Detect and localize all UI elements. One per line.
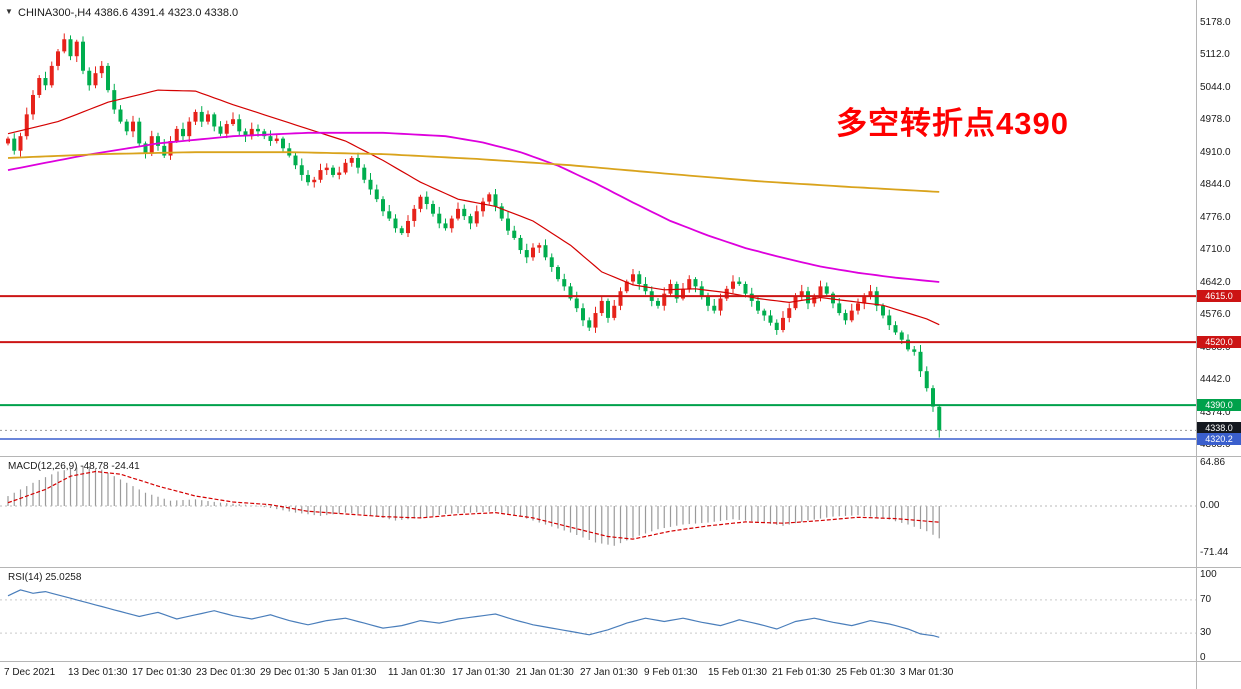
price-axis-tick: 4374.0 <box>1200 406 1231 418</box>
price-axis-tick: 4978.0 <box>1200 114 1231 126</box>
rsi-axis-tick: 70 <box>1200 593 1212 605</box>
time-axis-tick: 23 Dec 01:30 <box>196 667 256 678</box>
hline-price-tag: 4615.0 <box>1197 290 1241 303</box>
last-price-tag: 4338.0 <box>1197 422 1241 435</box>
price-axis-tick: 4442.0 <box>1200 373 1231 385</box>
chart-title: CHINA300-,H4 4386.6 4391.4 4323.0 4338.0 <box>18 7 238 19</box>
price-axis-line <box>1196 0 1197 689</box>
macd-axis-tick: 0.00 <box>1200 500 1220 511</box>
time-axis-tick: 21 Feb 01:30 <box>772 667 831 678</box>
macd-histogram <box>0 466 1196 546</box>
macd-indicator-label: MACD(12,26,9) -48.78 -24.41 <box>8 461 140 472</box>
rsi-indicator-label: RSI(14) 25.0258 <box>8 572 82 583</box>
price-axis-tick: 4910.0 <box>1200 147 1231 159</box>
price-axis-tick: 4710.0 <box>1200 244 1231 256</box>
time-axis-tick: 27 Jan 01:30 <box>580 667 638 678</box>
time-axis-tick: 13 Dec 01:30 <box>68 667 128 678</box>
time-axis-tick: 17 Dec 01:30 <box>132 667 192 678</box>
macd-axis-tick: 64.86 <box>1200 456 1226 468</box>
price-axis-tick: 4844.0 <box>1200 179 1231 191</box>
hline-price-tag: 4320.2 <box>1197 432 1241 445</box>
time-axis-tick: 15 Feb 01:30 <box>708 667 767 678</box>
time-axis-tick: 29 Dec 01:30 <box>260 667 320 678</box>
time-axis-tick: 17 Jan 01:30 <box>452 667 510 678</box>
time-axis-tick: 25 Feb 01:30 <box>836 667 895 678</box>
price-axis-tick: 4776.0 <box>1200 212 1231 224</box>
macd-panel-divider[interactable] <box>0 456 1241 457</box>
time-axis-divider <box>0 661 1241 662</box>
time-axis-tick: 3 Mar 01:30 <box>900 667 954 678</box>
price-axis-tick: 5178.0 <box>1200 17 1231 29</box>
chart-symbol-period: CHINA300-,H4 <box>18 7 92 19</box>
time-axis-tick: 5 Jan 01:30 <box>324 667 377 678</box>
rsi-axis-tick: 30 <box>1200 627 1212 639</box>
symbol-dropdown-icon[interactable]: ▼ <box>5 7 13 16</box>
time-axis-tick: 11 Jan 01:30 <box>388 667 446 678</box>
time-axis-tick: 9 Feb 01:30 <box>644 667 698 678</box>
hline-price-tag: 4520.0 <box>1197 336 1241 349</box>
hline-price-tag: 4390.0 <box>1197 399 1241 412</box>
price-axis-tick: 4642.0 <box>1200 277 1231 288</box>
chart-ohlc-quote: 4386.6 4391.4 4323.0 4338.0 <box>94 7 239 19</box>
rsi-axis-tick: 0 <box>1200 652 1206 663</box>
moving-averages-layer <box>7 89 940 326</box>
indicator-lines-layer <box>0 470 1196 638</box>
rsi-panel-divider[interactable] <box>0 567 1241 568</box>
annotation-text: 多空转折点4390 <box>836 106 1069 141</box>
time-axis-tick: 7 Dec 2021 <box>4 667 56 678</box>
time-axis-tick: 21 Jan 01:30 <box>516 667 574 678</box>
macd-axis-tick: -71.44 <box>1200 547 1229 559</box>
price-axis-tick: 5112.0 <box>1200 49 1230 61</box>
candles-layer <box>0 33 1196 438</box>
rsi-axis-tick: 100 <box>1200 569 1217 580</box>
horizontal-lines-layer <box>0 295 1196 440</box>
price-axis-tick: 4576.0 <box>1200 308 1231 320</box>
price-axis-tick: 5044.0 <box>1200 82 1231 94</box>
